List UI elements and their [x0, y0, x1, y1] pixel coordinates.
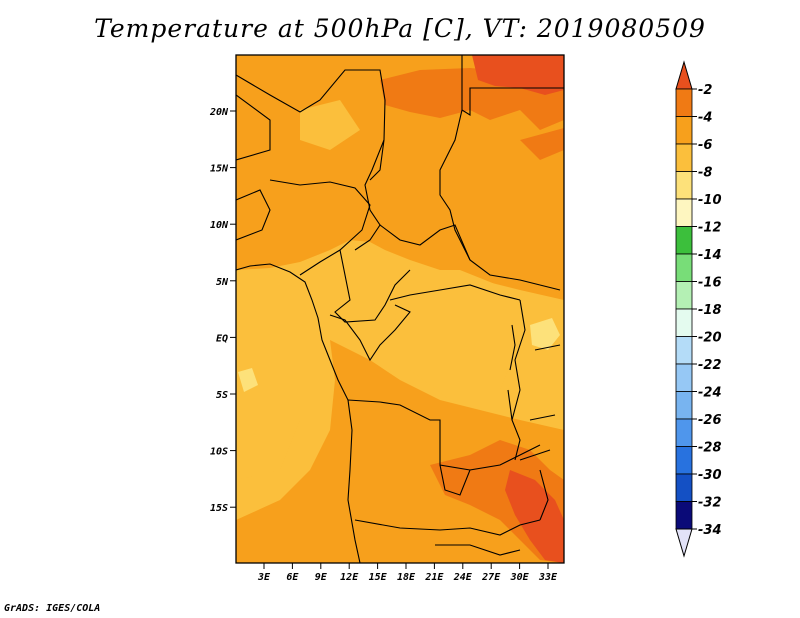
colorbar-segment-2 — [675, 116, 693, 145]
colorbar-label-3: -8 — [698, 166, 712, 181]
field-region-east-hot — [520, 128, 564, 160]
field-region-coast-cool — [238, 368, 258, 392]
colorbar-label-5: -12 — [698, 221, 722, 236]
colorbar-segment-12 — [675, 391, 693, 420]
colorbar-label-2: -6 — [698, 138, 712, 153]
field-region-south-hottest — [505, 470, 564, 563]
lat-label-10S: 10S — [210, 447, 228, 458]
border-car-drc — [389, 284, 521, 301]
colorbar-bottom-cap — [675, 528, 693, 558]
field-region-north-patch — [300, 100, 360, 150]
border-drc-east — [511, 299, 526, 461]
border-west-africa — [236, 94, 271, 241]
colorbar-label-4: -10 — [698, 193, 722, 208]
colorbar-segment-13 — [675, 418, 693, 447]
border-nigeria — [269, 179, 371, 276]
field-region-congo-patch — [395, 270, 520, 400]
temperature-field — [236, 55, 564, 563]
border-angola-zambia — [439, 444, 541, 496]
grads-credit: GrADS: IGES/COLA — [4, 603, 101, 614]
map-title: Temperature at 500hPa [C], VT: 201908050… — [94, 14, 706, 43]
field-region-lakes-cool — [530, 318, 560, 350]
lon-label-18E: 18E — [397, 572, 416, 583]
lat-label-5N: 5N — [216, 277, 229, 288]
colorbar-label-1: -4 — [698, 111, 712, 126]
colorbar-segment-14 — [675, 446, 693, 475]
lon-label-9E: 9E — [315, 572, 328, 583]
field-region-west-patch — [236, 268, 320, 480]
colorbar-top-cap — [675, 60, 693, 90]
border-lake-shapes — [507, 324, 549, 521]
border-congo — [329, 304, 411, 362]
colorbar-segment-7 — [675, 253, 693, 282]
field-region-north-hottest — [472, 55, 564, 95]
lon-label-15E: 15E — [369, 572, 388, 583]
map-frame — [235, 54, 565, 564]
lat-label-10N: 10N — [210, 220, 229, 231]
colorbar-label-12: -26 — [698, 413, 722, 428]
colorbar-label-7: -16 — [698, 276, 722, 291]
lat-label-5S: 5S — [216, 390, 228, 401]
colorbar-segment-9 — [675, 308, 693, 337]
colorbar-label-8: -18 — [698, 303, 722, 318]
border-libya-sudan — [461, 55, 564, 116]
coastline-west — [236, 263, 361, 563]
latitude-axis: 20N 15N 10N 5N EQ 5S 10S 15S — [209, 107, 236, 514]
colorbar-label-9: -20 — [698, 331, 722, 346]
border-east-africa — [519, 284, 561, 461]
lon-label-21E: 21E — [424, 572, 444, 583]
colorbar-label-14: -30 — [698, 468, 722, 483]
longitude-axis: 3E 6E 9E 12E 15E 18E 21E 24E 27E 30E 33E — [257, 563, 558, 583]
lon-label-6E: 6E — [286, 572, 299, 583]
colorbar-segment-8 — [675, 281, 693, 310]
lon-label-33E: 33E — [538, 572, 558, 583]
lon-label-27E: 27E — [481, 572, 501, 583]
colorbar-segment-3 — [675, 143, 693, 172]
lon-label-30E: 30E — [510, 572, 530, 583]
colorbar-label-0: -2 — [698, 83, 712, 98]
country-borders — [236, 55, 564, 563]
border-niger-chad — [354, 139, 385, 251]
lat-label-EQ: EQ — [216, 333, 228, 344]
colorbar-segment-15 — [675, 473, 693, 502]
lon-label-12E: 12E — [340, 572, 359, 583]
colorbar-label-16: -34 — [698, 523, 722, 538]
colorbar-label-15: -32 — [698, 496, 722, 511]
border-sahara — [236, 69, 386, 181]
colorbar-label-13: -28 — [698, 441, 722, 456]
border-namibia — [354, 519, 541, 536]
colorbar-segment-1 — [675, 88, 693, 117]
border-cameroon — [334, 249, 411, 323]
lon-label-3E: 3E — [257, 572, 271, 583]
colorbar-label-10: -22 — [698, 358, 722, 373]
colorbar: -2 -4 -6 -8 -10 -12 -14 -16 -18 -20 -22 -24 -26 -28 -3… — [675, 60, 722, 558]
colorbar-segment-10 — [675, 336, 693, 365]
colorbar-label-11: -24 — [698, 386, 722, 401]
colorbar-label-6: -14 — [698, 248, 722, 263]
border-car — [379, 224, 471, 261]
colorbar-segment-16 — [675, 501, 693, 530]
lon-label-24E: 24E — [453, 572, 473, 583]
colorbar-segment-5 — [675, 198, 693, 227]
lat-label-15S: 15S — [210, 503, 228, 514]
lat-label-15N: 15N — [210, 164, 229, 175]
colorbar-segment-4 — [675, 171, 693, 200]
border-chad-sudan — [439, 109, 541, 286]
colorbar-segment-11 — [675, 363, 693, 392]
border-botswana — [435, 544, 521, 556]
colorbar-segment-6 — [675, 226, 693, 255]
lat-label-20N: 20N — [209, 107, 229, 118]
